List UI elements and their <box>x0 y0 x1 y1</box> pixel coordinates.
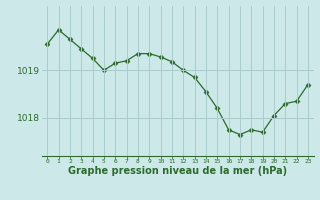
X-axis label: Graphe pression niveau de la mer (hPa): Graphe pression niveau de la mer (hPa) <box>68 166 287 176</box>
